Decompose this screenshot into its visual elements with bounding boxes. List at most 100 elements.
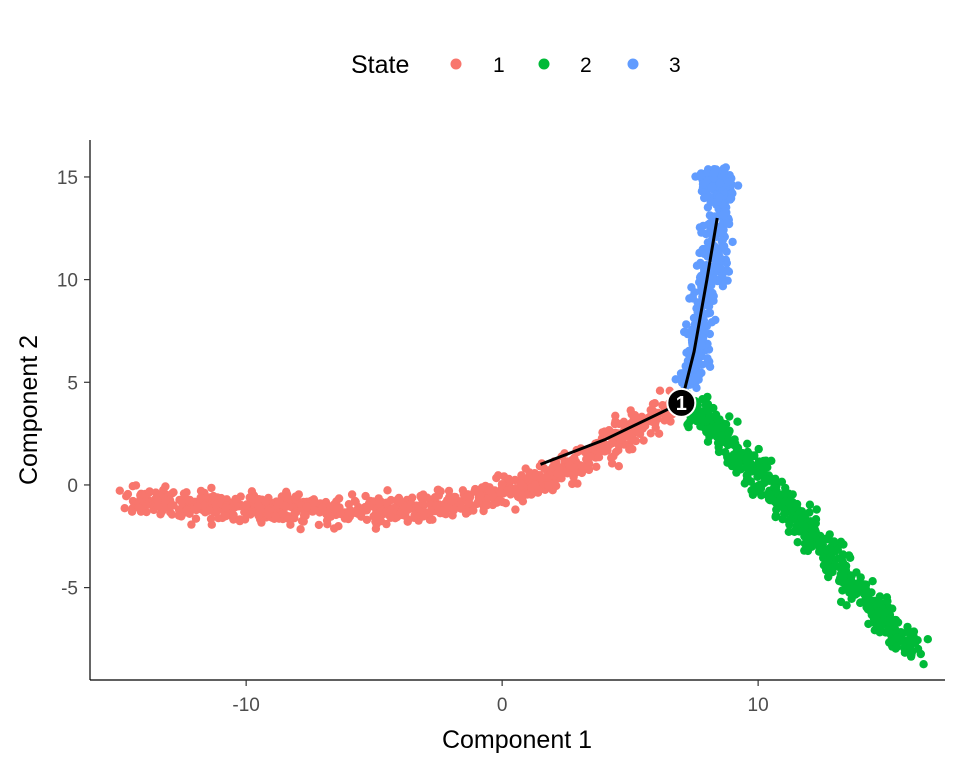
state-1-point: [577, 468, 587, 478]
state-1-point: [386, 512, 395, 521]
state-3-point: [676, 369, 686, 378]
branch-point-layer: 1: [666, 387, 697, 418]
legend-marker-1: [450, 58, 462, 70]
state-1-point: [426, 506, 435, 515]
state-1-point: [361, 491, 370, 501]
state-3-point: [716, 229, 725, 238]
state-2-point: [874, 606, 883, 616]
state-2-point: [919, 660, 928, 669]
state-1-point: [196, 493, 205, 502]
state-3-point: [719, 167, 728, 176]
y-tick-label: 0: [67, 476, 78, 497]
state-1-point: [464, 498, 474, 508]
state-1-point: [614, 462, 623, 471]
state-1-point: [318, 503, 327, 512]
state-1-point: [469, 506, 478, 515]
state-1-point: [403, 517, 412, 526]
state-3-point: [706, 197, 715, 207]
state-1-point: [447, 497, 456, 506]
state-2-point: [906, 650, 916, 659]
state-1-point: [246, 510, 255, 519]
state-2-point: [808, 530, 817, 539]
state-2-point: [838, 586, 847, 595]
state-2-point: [825, 566, 834, 576]
state-2-point: [829, 537, 839, 546]
state-3-point: [699, 268, 709, 277]
state-3-point: [705, 362, 715, 371]
state-1-point: [134, 503, 143, 513]
state-1-point: [309, 499, 318, 508]
state-2-point: [762, 490, 771, 499]
state-1-point: [330, 524, 339, 533]
state-3-point: [687, 325, 697, 334]
state-2-point: [772, 486, 781, 496]
state-1-point: [254, 501, 263, 510]
state-2-point: [822, 545, 831, 555]
state-1-point: [286, 520, 295, 529]
state-1-point: [264, 506, 273, 515]
state-1-point: [503, 486, 512, 495]
state-3-point: [697, 187, 707, 196]
state-1-point: [221, 503, 231, 512]
state-1-point: [156, 510, 165, 519]
state-1-point: [375, 498, 384, 508]
state-3-point: [682, 320, 691, 329]
state-2-point: [815, 537, 825, 547]
state-1-point: [115, 486, 125, 495]
state-2-point: [889, 620, 898, 629]
state-1-point: [209, 491, 218, 501]
state-2-point: [916, 649, 925, 659]
state-2-point: [880, 608, 889, 617]
state-2-point: [882, 593, 892, 602]
state-2-point: [800, 532, 809, 541]
legend-label-1: 1: [493, 54, 505, 77]
state-2-point: [865, 602, 874, 612]
state-2-point: [785, 520, 794, 529]
state-3-point: [720, 242, 729, 251]
state-3-point: [699, 327, 709, 336]
x-ticks: -10 0 10: [232, 680, 769, 716]
state-2-point: [864, 619, 873, 629]
state-3-point: [714, 255, 723, 264]
state-1-point: [261, 497, 270, 506]
state-1-point: [166, 502, 175, 511]
state-1-point: [432, 501, 441, 511]
state-1-point: [282, 490, 292, 499]
state-1-point: [476, 491, 485, 500]
state-1-point: [382, 519, 391, 529]
trajectory-line: [539, 217, 719, 466]
state-1-point: [217, 493, 226, 503]
state-1-point: [456, 504, 466, 513]
state-1-point: [120, 504, 129, 513]
state-1-point: [628, 444, 637, 454]
state-1-point: [187, 520, 196, 529]
state-3-point: [688, 294, 697, 303]
state-2-point: [839, 540, 848, 549]
state-2-point: [761, 456, 771, 465]
state-2-point: [892, 642, 902, 652]
y-ticks: -5 0 5 10 15: [57, 168, 90, 600]
state-1-point: [602, 442, 611, 452]
state-3-point: [699, 321, 708, 330]
state-2-point: [781, 483, 790, 493]
state-3-point: [719, 210, 728, 220]
state-1-point: [494, 471, 503, 480]
state-1-point: [207, 483, 216, 493]
state-1-point: [632, 414, 641, 423]
state-2-point: [815, 547, 824, 556]
state-2-point: [835, 554, 845, 563]
state-1-point: [569, 463, 578, 472]
state-1-point: [347, 490, 357, 499]
state-1-point: [395, 497, 405, 507]
legend: State 1 2 3: [351, 51, 681, 79]
state-1-point: [382, 498, 391, 507]
state-3-point: [728, 237, 737, 247]
legend-label-2: 2: [580, 54, 592, 77]
state-1-point: [351, 497, 360, 507]
legend-marker-3: [627, 58, 639, 70]
y-tick-label: 5: [67, 373, 78, 394]
y-axis-title: Component 2: [15, 335, 43, 485]
state-2-point: [869, 614, 879, 623]
state-3-point: [698, 333, 708, 343]
